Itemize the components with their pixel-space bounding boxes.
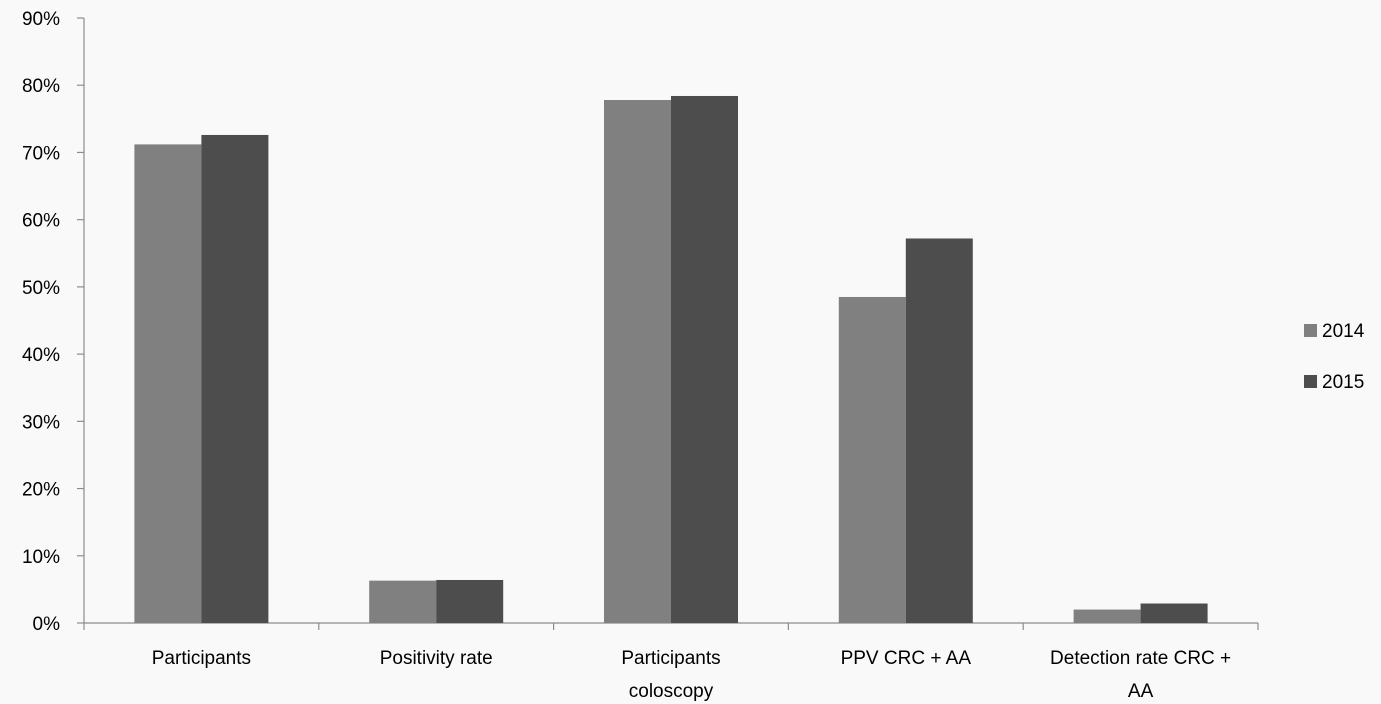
legend-label: 2015 [1322,372,1364,393]
legend: 2014 2015 [1304,321,1365,393]
y-tick-label: 10% [22,547,60,568]
bar-2015-2 [671,95,738,623]
y-tick-label: 0% [33,614,61,635]
legend-label: 2014 [1322,321,1365,342]
x-axis: Participants Positivity rate Participants c… [83,622,1259,702]
x-tick-label: PPV CRC + AA [841,648,972,669]
y-tick-label: 20% [22,480,60,501]
bar-2014-4 [1073,609,1141,623]
y-tick-label: 40% [22,345,60,366]
legend-swatch [1304,375,1317,388]
bar-2015-4 [1140,603,1208,623]
bar-2014-2 [604,100,671,623]
y-tick-label: 90% [22,9,60,30]
x-tick-label: Detection rate CRC + [1050,648,1231,669]
y-axis: 0% 10% 20% 30% 40% 50% 60% 70% 80% 90% [22,9,85,635]
bar-2014-3 [838,296,906,623]
x-tick-label: AA [1128,681,1154,702]
bar-2015-1 [436,579,504,623]
bar-2015-3 [905,238,973,623]
y-tick-label: 50% [22,278,60,299]
x-tick-label: coloscopy [629,681,714,702]
x-tick-label: Participants [152,648,251,669]
x-tick-label: Participants [621,648,720,669]
bar-2014-1 [369,580,437,623]
legend-swatch [1304,324,1317,337]
bars [134,95,1208,623]
y-tick-label: 60% [22,211,60,232]
y-tick-label: 70% [22,143,60,164]
y-tick-label: 80% [22,76,60,97]
bar-2015-0 [201,134,269,623]
x-tick-label: Positivity rate [380,648,493,669]
bar-2014-0 [134,144,202,623]
y-tick-label: 30% [22,412,60,433]
